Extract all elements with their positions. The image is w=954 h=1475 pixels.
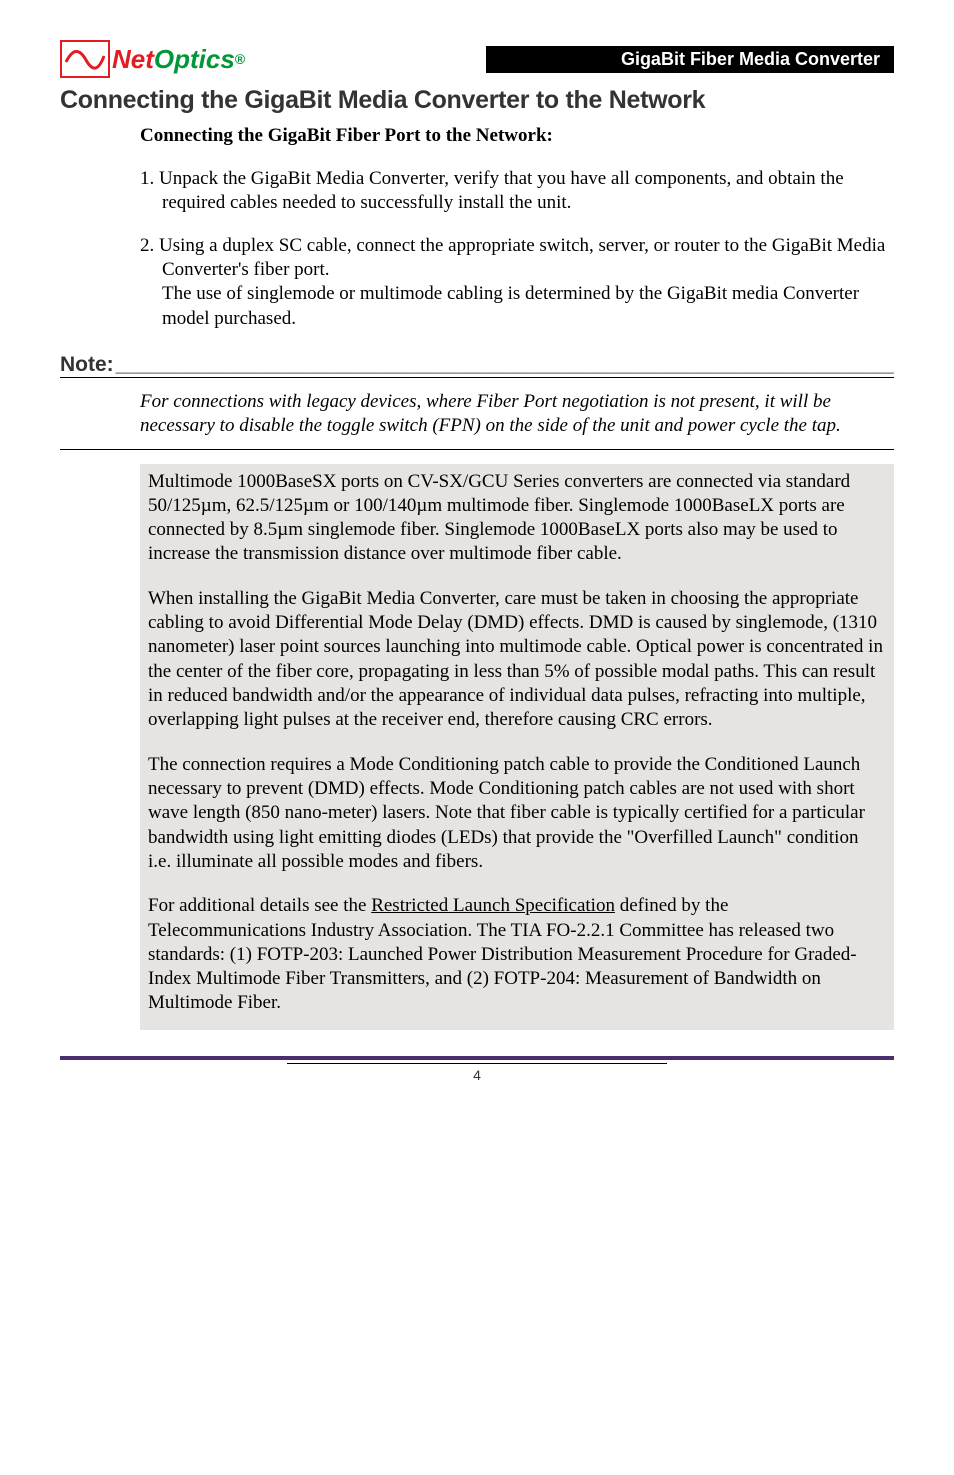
shaded-p4-underline: Restricted Launch Specification bbox=[371, 895, 615, 916]
header-row: NetOptics® GigaBit Fiber Media Converter bbox=[60, 40, 894, 78]
step-2: 2. Using a duplex SC cable, connect the … bbox=[140, 234, 894, 331]
shaded-p4-pre: For additional details see the bbox=[148, 895, 371, 916]
page-heading: Connecting the GigaBit Media Converter t… bbox=[60, 86, 894, 115]
logo-wave-icon bbox=[60, 40, 110, 78]
footer-rule-thick bbox=[60, 1056, 894, 1060]
page-number: 4 bbox=[60, 1067, 894, 1083]
shaded-p1: Multimode 1000BaseSX ports on CV-SX/GCU … bbox=[148, 470, 886, 567]
shaded-p2: When installing the GigaBit Media Conver… bbox=[148, 587, 886, 733]
shaded-p3: The connection requires a Mode Condition… bbox=[148, 753, 886, 875]
sub-heading: Connecting the GigaBit Fiber Port to the… bbox=[140, 125, 894, 147]
step-2-line-b: The use of singlemode or multimode cabli… bbox=[162, 282, 894, 331]
note-body: For connections with legacy devices, whe… bbox=[140, 390, 894, 439]
footer-rule-thin bbox=[287, 1063, 667, 1064]
step-2-line-a: 2. Using a duplex SC cable, connect the … bbox=[140, 235, 885, 280]
step-1: 1. Unpack the GigaBit Media Converter, v… bbox=[140, 167, 894, 216]
title-bar: GigaBit Fiber Media Converter bbox=[486, 46, 894, 73]
shaded-info-box: Multimode 1000BaseSX ports on CV-SX/GCU … bbox=[140, 464, 894, 1030]
note-label-text: Note: bbox=[60, 353, 116, 376]
divider-rule bbox=[60, 449, 894, 450]
shaded-p4: For additional details see the Restricte… bbox=[148, 894, 886, 1016]
logo: NetOptics® bbox=[60, 40, 245, 78]
logo-registered-mark: ® bbox=[235, 51, 245, 67]
logo-text-optics: Optics bbox=[154, 44, 235, 75]
note-label: Note:___________________________________… bbox=[60, 353, 894, 378]
logo-text-net: Net bbox=[112, 44, 154, 75]
